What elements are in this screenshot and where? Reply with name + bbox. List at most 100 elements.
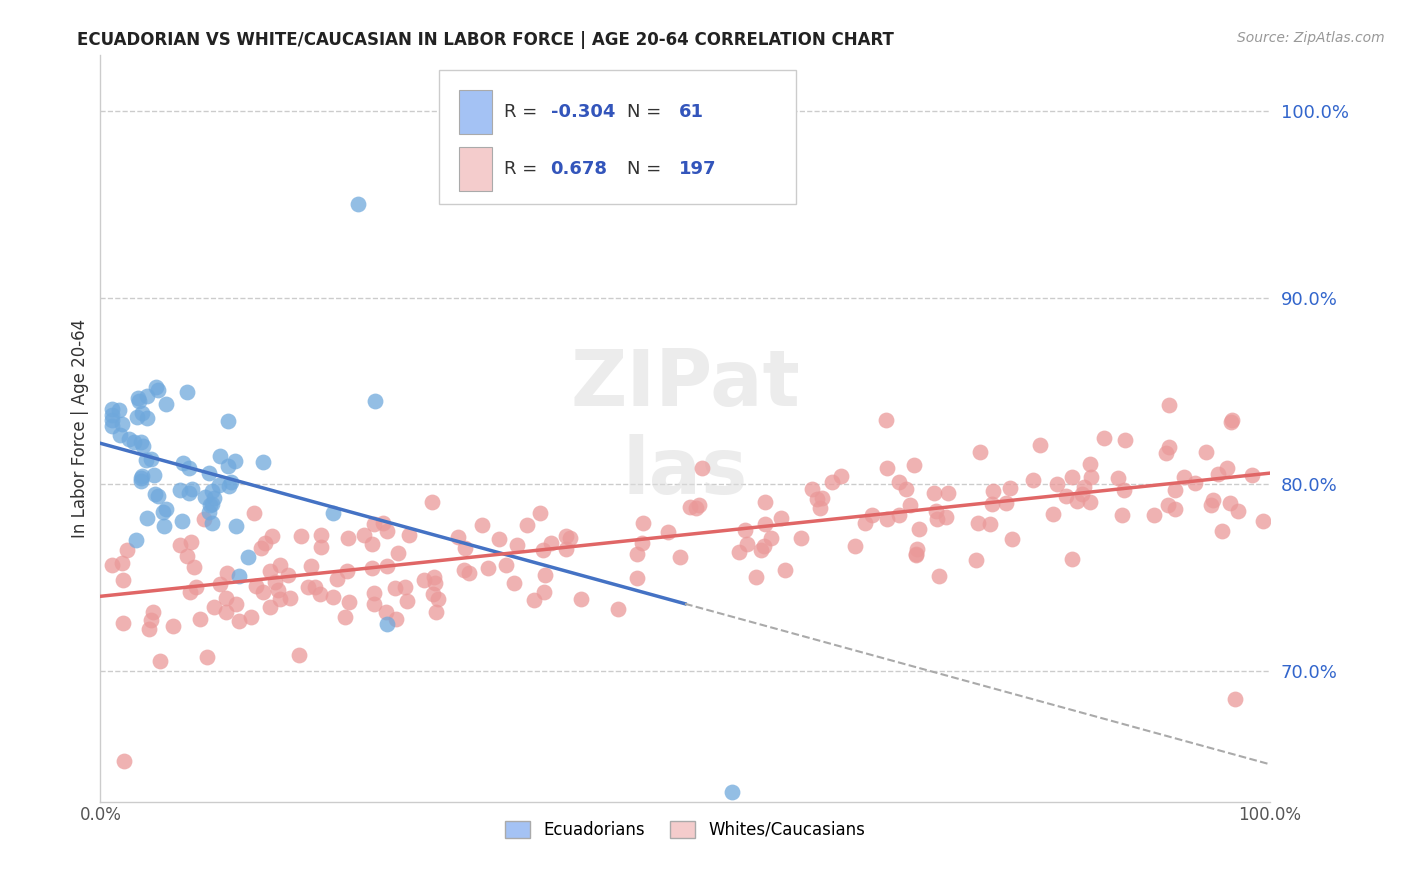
Text: 0.678: 0.678 (551, 160, 607, 178)
Point (269, 591, 291, 606)
Legend: Ecuadorians, Whites/Caucasians: Ecuadorians, Whites/Caucasians (498, 814, 872, 846)
Point (111, 615, 134, 630)
Point (263, 575, 285, 590)
Point (146, 489, 169, 503)
Point (523, 593, 546, 607)
Point (516, 518, 538, 533)
Text: N =: N = (627, 103, 661, 121)
Point (626, 571, 648, 585)
Y-axis label: In Labor Force | Age 20-64: In Labor Force | Age 20-64 (72, 318, 89, 538)
Text: -0.304: -0.304 (551, 103, 614, 121)
Point (477, 560, 499, 574)
Point (254, 536, 277, 550)
Point (471, 517, 494, 532)
Point (821, 475, 844, 490)
Point (217, 458, 239, 473)
Point (337, 595, 360, 609)
Point (495, 558, 517, 573)
Point (228, 569, 250, 583)
Point (844, 540, 866, 554)
Point (790, 531, 813, 545)
Point (322, 506, 344, 520)
Point (905, 548, 928, 562)
Point (754, 539, 776, 553)
Point (201, 497, 224, 511)
Point (875, 413, 897, 427)
Point (363, 597, 385, 611)
Point (278, 591, 301, 605)
Point (422, 570, 444, 584)
Point (336, 565, 359, 579)
Point (375, 558, 398, 573)
Point (179, 485, 201, 500)
Point (860, 508, 883, 522)
Point (1080, 470, 1102, 484)
Point (309, 587, 332, 601)
Point (180, 482, 202, 496)
Point (531, 543, 554, 558)
Point (1114, 433, 1136, 447)
Point (148, 383, 170, 397)
Point (371, 516, 394, 530)
Point (201, 484, 224, 499)
Point (149, 654, 172, 668)
Point (125, 409, 148, 424)
Point (118, 432, 141, 446)
Point (131, 468, 153, 483)
Point (364, 394, 387, 409)
Point (363, 586, 385, 600)
Point (269, 558, 291, 572)
Point (375, 524, 398, 539)
Point (936, 486, 959, 500)
Point (1062, 470, 1084, 484)
Point (183, 560, 205, 574)
Point (754, 495, 776, 509)
Text: R =: R = (503, 103, 537, 121)
Point (384, 582, 406, 596)
Point (375, 617, 398, 632)
Point (1241, 467, 1264, 482)
Point (361, 561, 384, 575)
Point (607, 602, 630, 616)
Point (197, 466, 219, 480)
Point (720, 785, 742, 799)
Point (558, 532, 581, 546)
Point (1195, 444, 1218, 458)
Point (142, 605, 165, 619)
Point (965, 553, 987, 567)
Point (533, 585, 555, 599)
Point (995, 496, 1018, 510)
Text: ECUADORIAN VS WHITE/CAUCASIAN IN LABOR FORCE | AGE 20-64 CORRELATION CHART: ECUADORIAN VS WHITE/CAUCASIAN IN LABOR F… (77, 31, 894, 49)
Point (1071, 487, 1094, 501)
Point (169, 483, 191, 497)
Point (928, 569, 950, 583)
Point (170, 514, 193, 528)
Point (1216, 461, 1239, 475)
Point (1157, 499, 1180, 513)
Point (179, 585, 201, 599)
Point (540, 536, 562, 550)
Point (195, 650, 218, 665)
Point (925, 504, 948, 518)
Point (1163, 502, 1185, 516)
Point (981, 484, 1004, 499)
Point (1211, 524, 1233, 538)
Point (1073, 480, 1095, 494)
Point (152, 505, 174, 519)
FancyBboxPatch shape (460, 147, 492, 191)
Point (117, 543, 139, 558)
Point (155, 501, 177, 516)
Point (193, 512, 215, 526)
Point (112, 573, 135, 587)
Point (749, 543, 772, 558)
Point (979, 516, 1001, 531)
Point (290, 529, 312, 543)
Point (657, 525, 679, 540)
Point (876, 460, 898, 475)
Text: ZIPat
las: ZIPat las (571, 346, 800, 510)
Point (177, 461, 200, 475)
Point (896, 483, 918, 497)
Text: N =: N = (627, 160, 661, 178)
Point (811, 491, 834, 505)
Point (132, 439, 155, 453)
